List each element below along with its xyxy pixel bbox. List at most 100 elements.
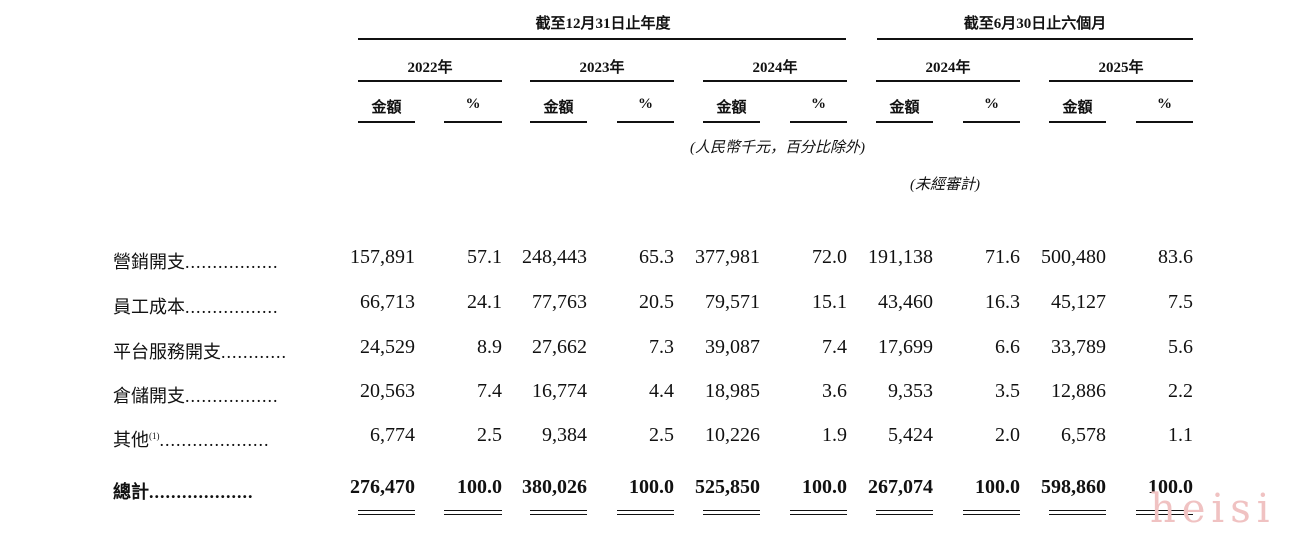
percent-cell: 7.4 (477, 380, 502, 402)
amount-cell: 6,578 (1061, 424, 1106, 446)
percent-cell: 100.0 (629, 476, 674, 498)
currency-note: (人民幣千元，百分比除外) (690, 140, 865, 156)
col-amount-header: 金額 (371, 100, 402, 116)
col-amount-header: 金額 (543, 100, 574, 116)
col-rule (876, 121, 933, 123)
row-label-text: 平台服務開支 (113, 342, 221, 362)
col-pct-header: % (465, 96, 481, 112)
percent-cell: 15.1 (812, 291, 847, 313)
amount-cell: 276,470 (350, 476, 415, 498)
row-label-text: 員工成本 (113, 297, 185, 317)
year-2024: 2024年 (752, 60, 798, 76)
total-underline (617, 510, 674, 515)
row-label: 平台服務開支............ (113, 338, 287, 364)
year-2025-h1: 2025年 (1098, 60, 1144, 76)
row-label: 倉儲開支................. (113, 382, 279, 408)
total-underline (963, 510, 1020, 515)
row-label: 總計................... (113, 478, 254, 504)
percent-cell: 71.6 (985, 246, 1020, 268)
row-label: 員工成本................. (113, 293, 279, 319)
leader-dots: ................... (149, 482, 254, 502)
col-pct-header: % (984, 96, 999, 112)
leader-dots: ................. (185, 297, 279, 317)
col-rule (530, 121, 587, 123)
amount-cell: 33,789 (1051, 336, 1106, 358)
col-rule (358, 121, 415, 123)
amount-cell: 66,713 (360, 291, 415, 313)
amount-cell: 5,424 (888, 424, 933, 446)
amount-cell: 79,571 (705, 291, 760, 313)
footnote-ref: (1) (149, 431, 160, 441)
amount-cell: 24,529 (360, 336, 415, 358)
header-year-ended: 截至12月31日止年度 (535, 16, 671, 32)
total-underline (444, 510, 502, 515)
col-amount-header: 金額 (889, 100, 920, 116)
col-amount-header: 金額 (716, 100, 747, 116)
col-rule (790, 121, 847, 123)
percent-cell: 5.6 (1168, 336, 1193, 358)
amount-cell: 500,480 (1041, 246, 1106, 268)
amount-cell: 9,384 (542, 424, 587, 446)
amount-cell: 12,886 (1051, 380, 1106, 402)
amount-cell: 6,774 (370, 424, 415, 446)
total-underline (1049, 510, 1106, 515)
row-label: 其他(1).................... (113, 426, 270, 452)
percent-cell: 2.2 (1168, 380, 1193, 402)
percent-cell: 1.1 (1168, 424, 1193, 446)
leader-dots: ................. (185, 386, 279, 406)
amount-cell: 10,226 (705, 424, 760, 446)
year-rule (530, 80, 674, 82)
leader-dots: ................. (185, 252, 279, 272)
percent-cell: 57.1 (467, 246, 502, 268)
watermark: heisi (1150, 486, 1276, 532)
percent-cell: 4.4 (649, 380, 674, 402)
percent-cell: 7.3 (649, 336, 674, 358)
amount-cell: 43,460 (878, 291, 933, 313)
percent-cell: 2.5 (649, 424, 674, 446)
percent-cell: 16.3 (985, 291, 1020, 313)
year-rule (1049, 80, 1193, 82)
col-rule (703, 121, 760, 123)
col-rule (1136, 121, 1193, 123)
percent-cell: 83.6 (1158, 246, 1193, 268)
col-rule (963, 121, 1020, 123)
unaudited-note: (未經審計) (910, 177, 980, 193)
amount-cell: 267,074 (868, 476, 933, 498)
col-pct-header: % (811, 96, 826, 112)
amount-cell: 16,774 (532, 380, 587, 402)
year-2023: 2023年 (579, 60, 625, 76)
percent-cell: 7.5 (1168, 291, 1193, 313)
percent-cell: 100.0 (802, 476, 847, 498)
percent-cell: 65.3 (639, 246, 674, 268)
year-rule (703, 80, 847, 82)
col-rule (617, 121, 674, 123)
row-label-text: 總計 (113, 482, 149, 502)
total-underline (703, 510, 760, 515)
percent-cell: 100.0 (457, 476, 502, 498)
amount-cell: 157,891 (350, 246, 415, 268)
amount-cell: 377,981 (695, 246, 760, 268)
total-underline (876, 510, 933, 515)
percent-cell: 20.5 (639, 291, 674, 313)
year-2024-h1: 2024年 (925, 60, 971, 76)
amount-cell: 598,860 (1041, 476, 1106, 498)
total-underline (790, 510, 847, 515)
amount-cell: 17,699 (878, 336, 933, 358)
col-rule (1049, 121, 1106, 123)
leader-dots: ............ (221, 342, 287, 362)
amount-cell: 191,138 (868, 246, 933, 268)
row-label: 營銷開支................. (113, 248, 279, 274)
percent-cell: 1.9 (822, 424, 847, 446)
year-rule (358, 80, 502, 82)
percent-cell: 3.5 (995, 380, 1020, 402)
total-underline (1136, 510, 1193, 515)
header-six-months-rule (877, 38, 1193, 40)
amount-cell: 45,127 (1051, 291, 1106, 313)
col-pct-header: % (1157, 96, 1172, 112)
percent-cell: 7.4 (822, 336, 847, 358)
col-rule (444, 121, 502, 123)
total-underline (530, 510, 587, 515)
percent-cell: 2.5 (477, 424, 502, 446)
col-pct-header: % (638, 96, 653, 112)
percent-cell: 24.1 (467, 291, 502, 313)
